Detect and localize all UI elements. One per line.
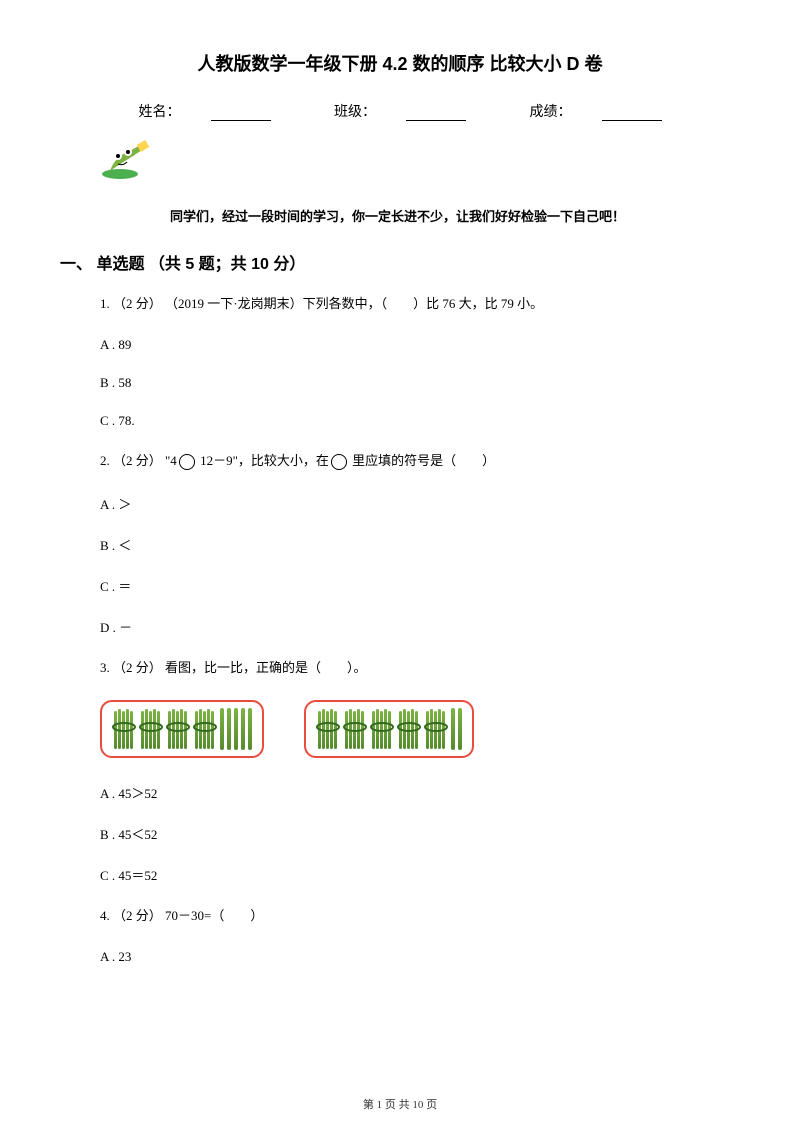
q3-option-b: B . 45＜52 xyxy=(100,824,740,843)
q2-option-b: B . ＜ xyxy=(100,535,740,554)
stick-bundle-icon xyxy=(316,709,340,749)
encouragement-text: 同学们，经过一段时间的学习，你一定长进不少，让我们好好检验一下自己吧！ xyxy=(170,206,740,225)
question-1: 1. （2 分） （2019 一下·龙岗期末）下列各数中，（ ）比 76 大，比… xyxy=(100,294,740,315)
q2-option-d: D . － xyxy=(100,617,740,636)
stick-bundle-icon xyxy=(343,709,367,749)
single-stick-icon xyxy=(248,708,252,750)
question-4: 4. （2 分） 70－30=（ ） xyxy=(100,906,740,927)
stick-bundle-icon xyxy=(112,709,136,749)
section-header: 一、 单选题 （共 5 题；共 10 分） xyxy=(60,250,740,274)
single-stick-icon xyxy=(220,708,224,750)
stick-bundle-icon xyxy=(424,709,448,749)
q3-option-c: C . 45＝52 xyxy=(100,865,740,884)
sticks-figure xyxy=(100,700,740,758)
q4-option-a: A . 23 xyxy=(100,949,740,965)
right-stick-group xyxy=(304,700,474,758)
circle-icon xyxy=(179,454,195,470)
class-blank[interactable] xyxy=(406,120,466,121)
stick-bundle-icon xyxy=(193,709,217,749)
stick-bundle-icon xyxy=(397,709,421,749)
score-blank[interactable] xyxy=(602,120,662,121)
q1-option-b: B . 58 xyxy=(100,375,740,391)
stick-bundle-icon xyxy=(370,709,394,749)
q1-option-a: A . 89 xyxy=(100,337,740,353)
single-stick-icon xyxy=(234,708,238,750)
name-blank[interactable] xyxy=(211,120,271,121)
single-stick-icon xyxy=(458,708,462,750)
q2-option-a: A . ＞ xyxy=(100,494,740,513)
q1-option-c: C . 78. xyxy=(100,413,740,429)
single-stick-icon xyxy=(241,708,245,750)
info-row: 姓名： 班级： 成绩： xyxy=(60,101,740,121)
single-stick-icon xyxy=(227,708,231,750)
stick-bundle-icon xyxy=(166,709,190,749)
single-stick-icon xyxy=(451,708,455,750)
question-2: 2. （2 分） "4 12－9"，比较大小，在 里应填的符号是（ ） xyxy=(100,451,740,472)
stick-bundle-icon xyxy=(139,709,163,749)
q2-option-c: C . ＝ xyxy=(100,576,740,595)
name-label: 姓名： xyxy=(124,105,286,120)
left-stick-group xyxy=(100,700,264,758)
q3-option-a: A . 45＞52 xyxy=(100,783,740,802)
page-footer: 第 1 页 共 10 页 xyxy=(0,1096,800,1112)
circle-icon xyxy=(331,454,347,470)
exam-title: 人教版数学一年级下册 4.2 数的顺序 比较大小 D 卷 xyxy=(60,50,740,76)
score-label: 成绩： xyxy=(515,105,677,120)
question-3: 3. （2 分） 看图，比一比，正确的是（ ）。 xyxy=(100,658,740,679)
pencil-icon xyxy=(100,136,740,191)
class-label: 班级： xyxy=(319,105,481,120)
